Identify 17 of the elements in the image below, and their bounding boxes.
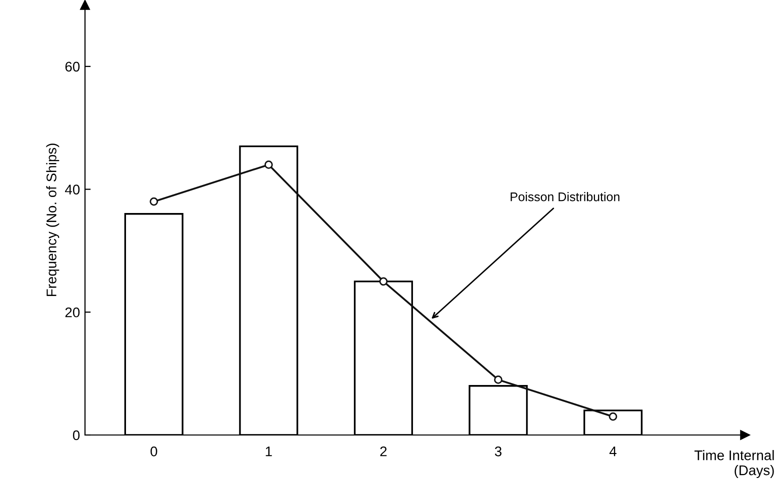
x-tick-label: 1 — [266, 446, 272, 456]
x-axis-title: Time Internal (Days) — [694, 450, 774, 478]
point — [264, 160, 273, 169]
y-tick-label: 60 — [65, 62, 80, 72]
text: Poisson Distribution — [510, 192, 620, 202]
x-tick-label: 4 — [609, 446, 616, 456]
point — [608, 412, 618, 421]
point — [494, 376, 502, 384]
x-tick-label: 0 — [150, 446, 158, 456]
y-axis-title: Frequency (No. of Ships) — [46, 144, 60, 296]
x-tick-label: 2 — [380, 446, 387, 456]
y-tick-label: 40 — [65, 184, 80, 194]
y-tick-label: 20 — [65, 307, 80, 318]
point — [379, 277, 388, 286]
y-tick-label: 0 — [72, 430, 80, 440]
x-tick-label: 3 — [494, 446, 502, 456]
point — [150, 197, 158, 206]
